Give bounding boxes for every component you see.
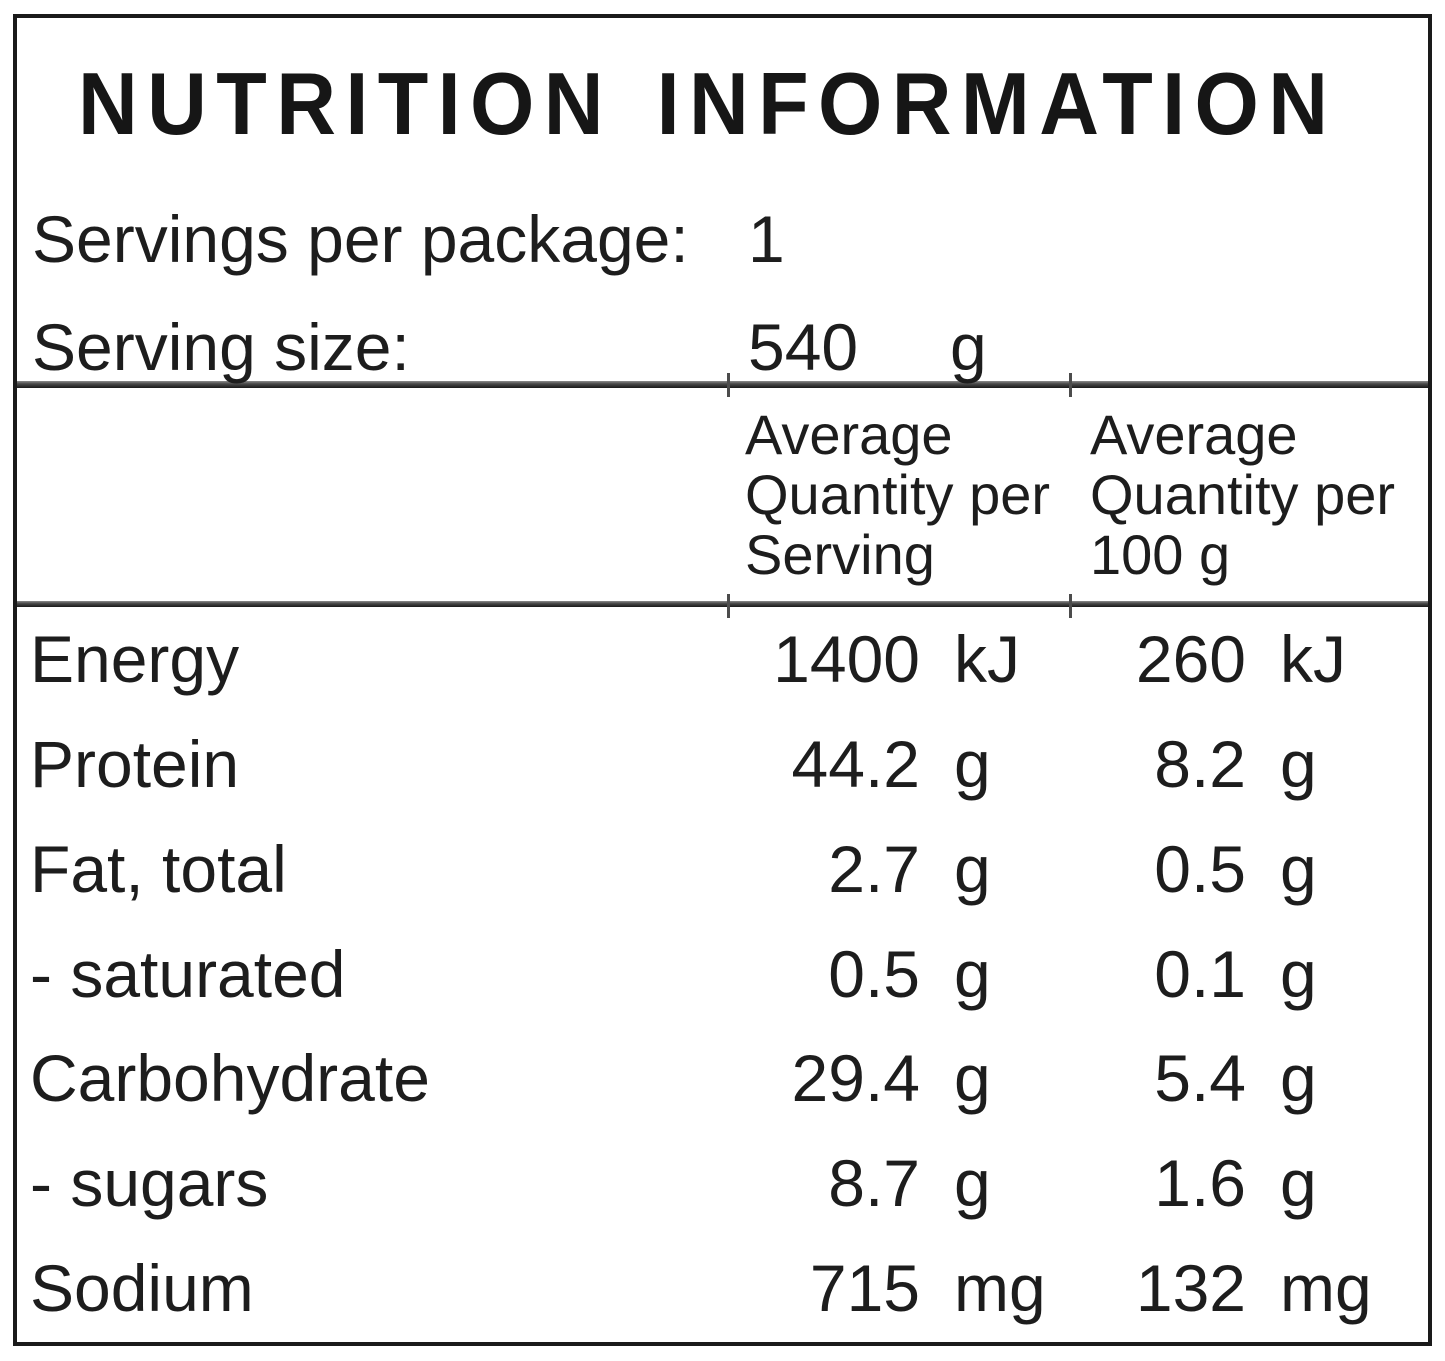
table-row-carbohydrate: Carbohydrate 29.4 g 5.4 g xyxy=(17,1026,1428,1131)
per-100g-value: 0.1 xyxy=(1154,936,1246,1011)
table-row-sodium: Sodium 715 mg 132 mg xyxy=(17,1235,1428,1340)
serving-size-value: 540 xyxy=(748,310,859,384)
per-100g-value: 132 xyxy=(1135,1250,1246,1325)
per-serving-unit: kJ xyxy=(954,622,1020,697)
per-serving-unit: g xyxy=(954,1041,991,1116)
per-100g-unit: g xyxy=(1280,1145,1317,1220)
per-serving-cell: 1400 kJ xyxy=(728,621,1070,697)
per-serving-value: 8.7 xyxy=(828,1145,920,1220)
header-per-100g: Average Quantity per 100 g xyxy=(1070,405,1428,585)
nutrient-name: - sugars xyxy=(30,1145,269,1220)
per-serving-value: 29.4 xyxy=(791,1041,920,1116)
per-serving-unit: g xyxy=(954,727,991,802)
nutrient-name: Protein xyxy=(30,727,240,802)
per-serving-cell: 2.7 g xyxy=(728,831,1070,907)
table-row-energy: Energy 1400 kJ 260 kJ xyxy=(17,607,1428,712)
header-per-serving-line2: Quantity per xyxy=(745,463,1051,526)
per-100g-value: 5.4 xyxy=(1154,1041,1246,1116)
per-100g-value: 260 xyxy=(1135,622,1246,697)
per-100g-cell: 1.6 g xyxy=(1070,1145,1428,1221)
per-100g-unit: g xyxy=(1280,727,1317,802)
per-serving-cell: 44.2 g xyxy=(728,726,1070,802)
per-serving-cell: 715 mg xyxy=(728,1250,1070,1326)
nutrition-information-panel: NUTRITION INFORMATION Servings per packa… xyxy=(13,14,1432,1346)
per-serving-cell: 8.7 g xyxy=(728,1145,1070,1221)
per-100g-cell: 8.2 g xyxy=(1070,726,1428,802)
column-divider-tick xyxy=(727,594,730,618)
column-divider-tick xyxy=(727,373,730,397)
servings-per-package-value: 1 xyxy=(748,202,785,276)
column-header-row: Average Quantity per Serving Average Qua… xyxy=(17,388,1428,601)
divider-above-header xyxy=(17,381,1428,388)
table-row-fat-total: Fat, total 2.7 g 0.5 g xyxy=(17,816,1428,921)
table-row-saturated-fat: - saturated 0.5 g 0.1 g xyxy=(17,921,1428,1026)
nutrient-name: Energy xyxy=(30,622,240,697)
divider-below-header xyxy=(17,601,1428,607)
per-serving-unit: g xyxy=(954,936,991,1011)
per-serving-unit: g xyxy=(954,1145,991,1220)
per-serving-value: 1400 xyxy=(773,622,920,697)
nutrient-name: Sodium xyxy=(30,1250,254,1325)
per-serving-value: 44.2 xyxy=(791,727,920,802)
panel-title: NUTRITION INFORMATION xyxy=(78,54,1338,153)
per-100g-unit: g xyxy=(1280,831,1317,906)
nutrient-name: Carbohydrate xyxy=(30,1041,430,1116)
servings-per-package-label: Servings per package: xyxy=(32,202,689,276)
per-100g-value: 0.5 xyxy=(1154,831,1246,906)
per-serving-cell: 29.4 g xyxy=(728,1040,1070,1116)
serving-size-label: Serving size: xyxy=(32,310,410,384)
per-serving-unit: mg xyxy=(954,1250,1046,1325)
per-100g-cell: 0.5 g xyxy=(1070,831,1428,907)
per-serving-value: 0.5 xyxy=(828,936,920,1011)
header-per-100g-line2: Quantity per xyxy=(1090,463,1396,526)
per-100g-value: 8.2 xyxy=(1154,727,1246,802)
per-serving-value: 2.7 xyxy=(828,831,920,906)
table-row-protein: Protein 44.2 g 8.2 g xyxy=(17,712,1428,817)
per-100g-cell: 5.4 g xyxy=(1070,1040,1428,1116)
per-100g-unit: kJ xyxy=(1280,622,1346,697)
nutrient-name: - saturated xyxy=(30,936,346,1011)
header-per-serving: Average Quantity per Serving xyxy=(728,405,1070,585)
serving-size-row: Serving size: 540 g xyxy=(17,313,1428,381)
per-100g-value: 1.6 xyxy=(1154,1145,1246,1220)
per-100g-unit: g xyxy=(1280,1041,1317,1116)
header-per-100g-line3: 100 g xyxy=(1090,523,1231,586)
serving-size-unit: g xyxy=(950,310,987,384)
nutrient-name: Fat, total xyxy=(30,831,287,906)
header-per-serving-line1: Average xyxy=(745,403,953,466)
table-row-sugars: - sugars 8.7 g 1.6 g xyxy=(17,1131,1428,1236)
per-100g-cell: 0.1 g xyxy=(1070,936,1428,1012)
per-serving-cell: 0.5 g xyxy=(728,936,1070,1012)
per-serving-unit: g xyxy=(954,831,991,906)
per-100g-unit: mg xyxy=(1280,1250,1372,1325)
column-divider-tick xyxy=(1069,594,1072,618)
per-100g-cell: 260 kJ xyxy=(1070,621,1428,697)
servings-per-package-row: Servings per package: 1 xyxy=(17,203,1428,275)
header-spacer-cell xyxy=(17,405,728,585)
nutrient-table: Energy 1400 kJ 260 kJ Protein 44.2 g 8.2… xyxy=(17,607,1428,1340)
header-per-100g-line1: Average xyxy=(1090,403,1298,466)
per-100g-cell: 132 mg xyxy=(1070,1250,1428,1326)
header-per-serving-line3: Serving xyxy=(745,523,935,586)
per-100g-unit: g xyxy=(1280,936,1317,1011)
column-divider-tick xyxy=(1069,373,1072,397)
per-serving-value: 715 xyxy=(809,1250,920,1325)
